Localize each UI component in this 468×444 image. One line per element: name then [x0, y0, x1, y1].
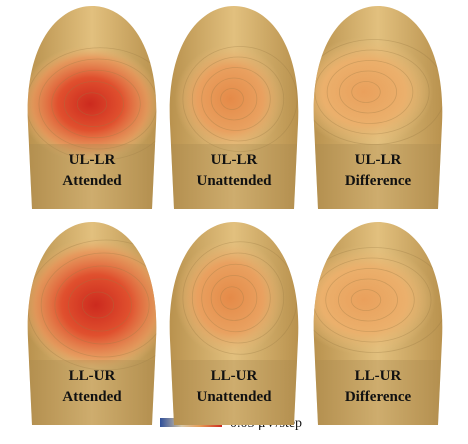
- contour: [338, 278, 398, 322]
- contour: [76, 92, 108, 116]
- neck-shade: [27, 360, 157, 425]
- contour: [314, 49, 430, 135]
- panel-label: Difference: [345, 173, 412, 189]
- topography: [313, 37, 443, 209]
- scalp-map: LL-UR Attended: [27, 222, 157, 425]
- panel-label: Difference: [345, 389, 412, 405]
- neck-shade: [313, 144, 443, 209]
- scalp-map: LL-UR Unattended: [169, 222, 299, 425]
- contour: [201, 263, 271, 333]
- scalp-map: UL-LR Difference: [313, 6, 443, 209]
- hot-spot: [27, 45, 157, 163]
- neck-shade: [169, 360, 299, 425]
- panel-label: UL-LR: [211, 152, 258, 168]
- scalp-map: LL-UR Difference: [313, 222, 443, 425]
- contour: [326, 60, 414, 124]
- contour: [182, 46, 298, 152]
- panel-label: UL-LR: [355, 152, 402, 168]
- contour: [313, 257, 432, 343]
- contour: [54, 265, 150, 345]
- contour: [27, 239, 157, 371]
- contour: [64, 81, 124, 127]
- topography: [169, 44, 299, 209]
- hot-spot: [313, 245, 436, 355]
- scalp-map: UL-LR Attended: [27, 6, 157, 209]
- contour: [220, 286, 244, 310]
- topography: [169, 239, 299, 425]
- contour: [350, 289, 382, 311]
- panel-label: UL-LR: [69, 152, 116, 168]
- contour: [210, 275, 258, 321]
- contour: [220, 88, 244, 110]
- contour: [40, 252, 157, 358]
- panel-label: LL-UR: [211, 368, 258, 384]
- contour: [27, 47, 157, 161]
- neck-shade: [313, 360, 443, 425]
- panel-label: Attended: [62, 173, 122, 189]
- contour: [210, 77, 258, 121]
- hot-spot: [313, 37, 433, 147]
- hot-spot: [174, 44, 286, 154]
- contour: [325, 268, 415, 332]
- contour: [38, 58, 157, 150]
- panel-label: Unattended: [196, 389, 272, 405]
- neck-shade: [169, 144, 299, 209]
- contour: [51, 69, 141, 139]
- neck-shade: [27, 144, 157, 209]
- panel-label: LL-UR: [69, 368, 116, 384]
- topography: [27, 45, 157, 209]
- contour: [68, 278, 132, 332]
- panel-label: Unattended: [196, 173, 272, 189]
- contour: [351, 81, 381, 103]
- hot-spot: [27, 237, 157, 373]
- scalp-map: UL-LR Unattended: [169, 6, 299, 209]
- contour: [313, 247, 443, 353]
- contour: [313, 39, 443, 145]
- contour: [81, 291, 115, 319]
- panel-label: LL-UR: [355, 368, 402, 384]
- topography: [313, 245, 443, 425]
- hot-spot: [174, 239, 286, 357]
- contour: [201, 67, 271, 131]
- contour: [191, 56, 285, 142]
- panel-label: Attended: [62, 389, 122, 405]
- topography: [27, 237, 157, 425]
- contour: [191, 252, 285, 344]
- contour: [339, 70, 397, 114]
